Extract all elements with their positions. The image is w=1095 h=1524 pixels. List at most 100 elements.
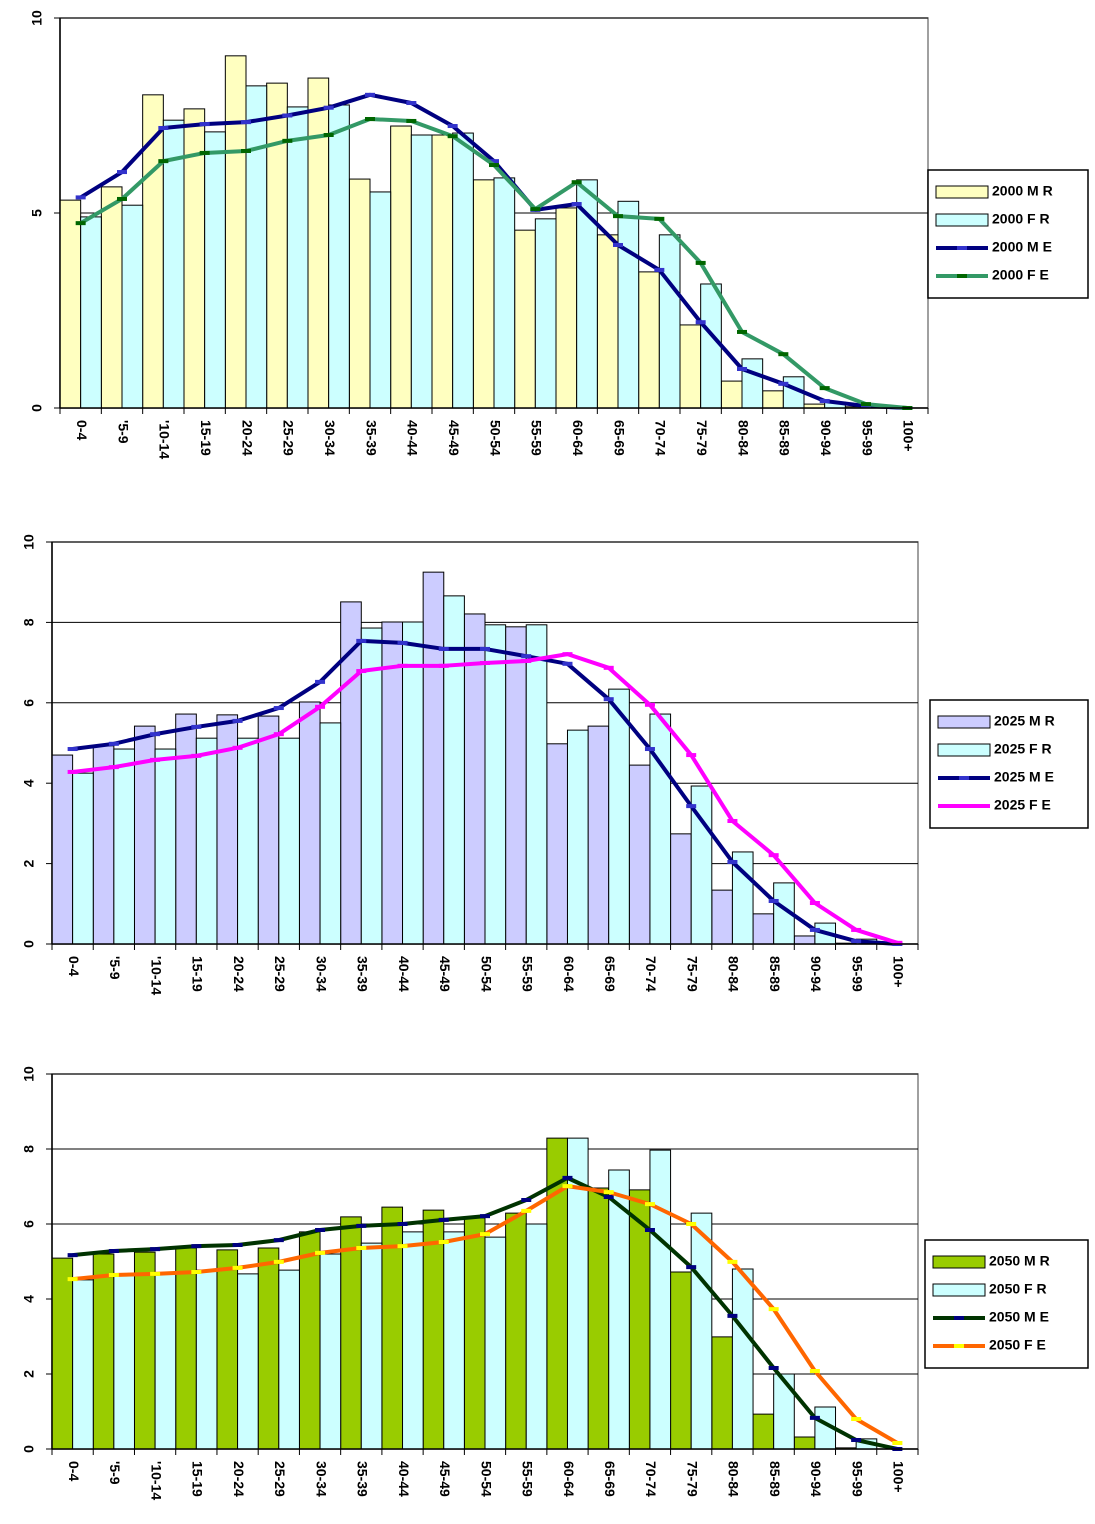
- bar: [514, 229, 536, 409]
- x-tick-label: '5-9: [107, 1461, 123, 1485]
- line-marker: [892, 1441, 903, 1445]
- bar: [92, 1253, 115, 1450]
- x-tick-label: 75-79: [684, 956, 700, 992]
- bar: [505, 626, 527, 945]
- y-tick-label: 0: [29, 404, 45, 412]
- x-tick-label: 30-34: [313, 1461, 329, 1497]
- legend-label: 2025 M R: [994, 713, 1055, 729]
- line-marker: [191, 753, 202, 758]
- line-marker: [315, 704, 326, 709]
- x-tick-label: 85-89: [767, 1461, 783, 1497]
- line-marker: [150, 732, 161, 737]
- line-marker: [315, 1228, 326, 1232]
- bar: [72, 1279, 94, 1450]
- bar: [266, 82, 288, 409]
- line-marker: [644, 1202, 655, 1207]
- line-marker: [282, 138, 293, 143]
- x-tick-label: 20-24: [231, 1461, 247, 1497]
- line-marker: [273, 706, 284, 711]
- bar: [381, 1206, 404, 1450]
- line-marker: [315, 679, 326, 684]
- line-marker: [686, 804, 697, 809]
- line-marker: [241, 120, 251, 125]
- bar: [546, 743, 568, 945]
- y-tick-label: 10: [21, 534, 37, 550]
- bar: [298, 1231, 321, 1450]
- legend-swatch: [937, 715, 991, 729]
- line-marker: [438, 646, 449, 651]
- x-tick-label: 55-59: [520, 956, 536, 992]
- bar: [390, 125, 412, 409]
- x-tick-label: 60-64: [570, 420, 586, 456]
- bar: [328, 104, 350, 409]
- bar: [100, 186, 123, 409]
- x-tick-label: 80-84: [735, 420, 751, 456]
- x-tick-label: 90-94: [808, 956, 824, 992]
- bar: [628, 764, 651, 945]
- line-marker: [397, 1244, 408, 1249]
- bar: [113, 748, 135, 945]
- line-marker: [273, 1259, 284, 1264]
- legend-label: 2000 F R: [992, 211, 1050, 227]
- x-tick-label: 20-24: [231, 956, 247, 992]
- line-marker: [232, 745, 243, 750]
- line-marker: [480, 1232, 490, 1237]
- line-marker: [644, 747, 655, 752]
- x-tick-label: 45-49: [437, 956, 453, 992]
- bar: [51, 1257, 74, 1450]
- legend-marker: [959, 776, 969, 780]
- line-marker: [241, 148, 251, 153]
- bar: [463, 1217, 486, 1450]
- bar: [121, 204, 144, 409]
- x-tick-label: 15-19: [198, 420, 214, 456]
- bar: [72, 772, 94, 945]
- legend-label: 2025 F E: [994, 797, 1051, 813]
- x-tick-label: '10-14: [148, 956, 164, 995]
- line-marker: [521, 1208, 532, 1213]
- bar: [649, 1149, 672, 1450]
- line-marker: [809, 900, 820, 905]
- x-tick-label: 30-34: [322, 420, 338, 456]
- line-marker: [273, 732, 284, 737]
- bar: [472, 179, 495, 409]
- x-tick-label: 25-29: [281, 420, 297, 456]
- line-marker: [397, 640, 408, 645]
- x-tick-label: 25-29: [272, 1461, 288, 1497]
- bar: [731, 1268, 754, 1450]
- bar: [711, 889, 733, 945]
- x-tick-label: 55-59: [520, 1461, 536, 1497]
- line-marker: [819, 398, 830, 403]
- line-marker: [480, 646, 490, 651]
- bar: [638, 271, 660, 409]
- line-marker: [356, 638, 367, 643]
- bar: [175, 713, 197, 945]
- bar: [80, 216, 102, 409]
- bar: [741, 358, 764, 409]
- line-marker: [67, 1277, 78, 1282]
- bar: [245, 85, 268, 409]
- bar: [525, 624, 548, 945]
- bar: [484, 624, 507, 945]
- line-marker: [562, 652, 573, 657]
- line-marker: [727, 859, 738, 864]
- bar: [670, 833, 692, 945]
- x-tick-label: 65-69: [602, 1461, 618, 1497]
- bar: [566, 729, 589, 945]
- bar: [422, 1209, 445, 1450]
- line-marker: [686, 1222, 697, 1226]
- line-marker: [397, 663, 408, 668]
- line-marker: [365, 92, 375, 97]
- line-marker: [117, 170, 127, 175]
- line-marker: [778, 352, 789, 357]
- bar: [360, 627, 383, 945]
- legend-marker: [954, 1344, 964, 1348]
- x-tick-label: 25-29: [272, 956, 288, 992]
- x-tick-label: 40-44: [396, 1461, 412, 1497]
- bar: [175, 1247, 197, 1450]
- bar: [257, 1247, 280, 1450]
- bar: [443, 1231, 465, 1450]
- line-marker: [571, 180, 582, 185]
- legend-swatch: [935, 185, 989, 199]
- bar: [679, 324, 702, 409]
